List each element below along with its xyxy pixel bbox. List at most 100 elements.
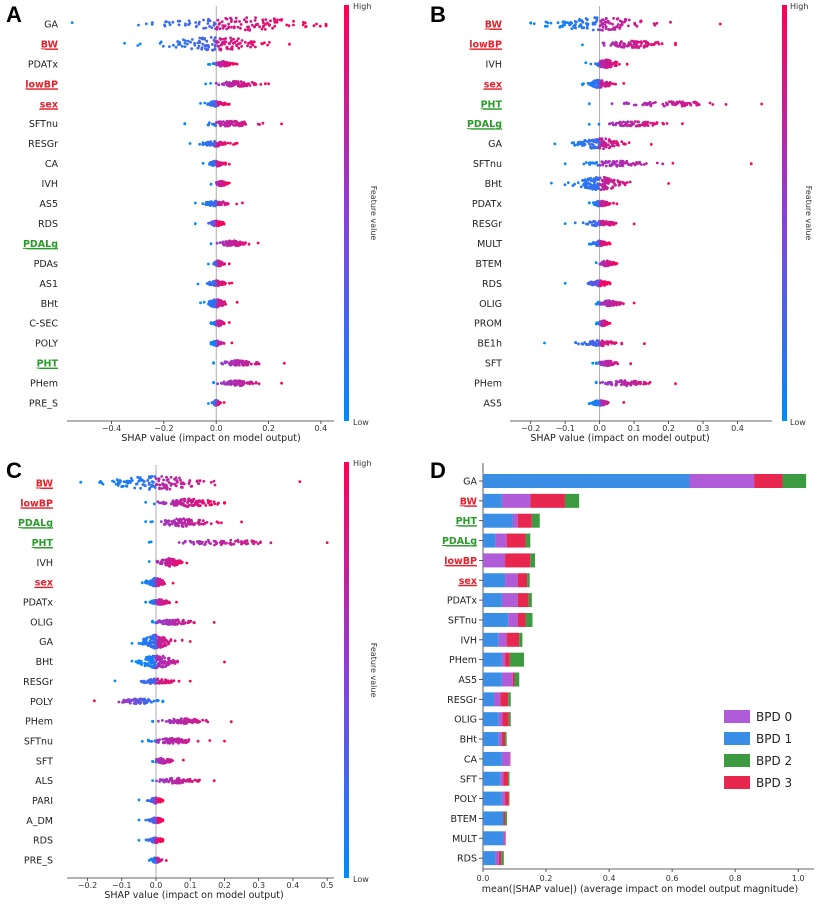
- shap-point: [584, 61, 588, 65]
- feature-label: lowBP: [25, 79, 58, 90]
- shap-point: [607, 341, 610, 345]
- shap-point: [579, 23, 583, 27]
- shap-point: [183, 504, 186, 508]
- panel-a-letter: A: [6, 2, 22, 27]
- shap-point: [233, 120, 237, 124]
- panel-c-rows: BWlowBPPDALgPHTIVHsexPDATxOLIGGABHtRESGr…: [18, 465, 329, 878]
- shap-point: [219, 37, 223, 41]
- feature-label: BHt: [36, 657, 54, 668]
- shap-point: [175, 523, 179, 527]
- shap-point: [158, 501, 162, 505]
- feature-row-bw: BW: [41, 36, 291, 52]
- shap-point: [148, 660, 152, 664]
- shap-point: [292, 19, 295, 23]
- shap-point: [243, 40, 247, 44]
- shap-point: [147, 560, 151, 563]
- shap-point: [269, 19, 272, 23]
- shap-point: [627, 42, 631, 45]
- shap-point: [210, 322, 214, 326]
- shap-point: [267, 82, 270, 86]
- shap-point: [595, 140, 598, 144]
- shap-point: [156, 638, 160, 642]
- shap-point: [604, 25, 608, 28]
- shap-point: [176, 19, 180, 23]
- shap-point: [201, 499, 205, 503]
- shap-point: [254, 45, 257, 49]
- shap-point: [198, 518, 202, 522]
- shap-point: [587, 402, 591, 406]
- shap-point: [566, 181, 570, 185]
- shap-point: [268, 23, 271, 27]
- shap-point: [643, 381, 647, 385]
- shap-point: [608, 60, 611, 64]
- shap-point: [632, 301, 636, 305]
- shap-point: [186, 39, 190, 43]
- feature-row-phem: PHem: [474, 379, 677, 390]
- shap-point: [142, 483, 145, 487]
- shap-point: [637, 120, 640, 124]
- shap-point: [247, 41, 250, 45]
- panel-b-rows: BWlowBPIVHsexPHTPDALgGASFTnuBHtPDATxRESG…: [467, 6, 764, 421]
- shap-point: [163, 741, 167, 745]
- shap-point: [151, 760, 155, 763]
- shap-point: [249, 45, 252, 49]
- shap-point: [176, 660, 180, 664]
- feature-label: GA: [488, 139, 502, 150]
- shap-point: [599, 19, 602, 23]
- feature-label: ALS: [35, 776, 53, 787]
- shap-point: [545, 24, 549, 28]
- shap-point: [117, 700, 121, 704]
- shap-point: [112, 480, 116, 484]
- feature-label: BW: [41, 39, 59, 50]
- shap-point: [173, 719, 177, 722]
- panel-a-x-label: SHAP value (impact on model output): [121, 433, 300, 444]
- shap-point: [189, 40, 192, 44]
- shap-point: [199, 301, 202, 305]
- shap-point: [217, 264, 220, 268]
- feature-label: PHem: [25, 717, 53, 728]
- shap-point: [223, 202, 227, 205]
- shap-point: [586, 282, 590, 285]
- shap-point: [594, 138, 597, 141]
- x-tick-label: −0.2: [154, 424, 173, 433]
- feature-row-bht: BHt: [41, 298, 239, 310]
- feature-label: SFTnu: [24, 736, 53, 747]
- shap-point: [213, 40, 217, 44]
- shap-point: [162, 478, 166, 482]
- feature-label: RESGr: [472, 219, 502, 230]
- shap-point: [164, 720, 168, 723]
- shap-point: [243, 28, 247, 32]
- feature-row-as5: AS5: [39, 199, 244, 210]
- shap-point: [649, 121, 652, 125]
- shap-point: [237, 46, 241, 50]
- shap-point: [180, 638, 184, 642]
- shap-point: [215, 241, 219, 245]
- shap-point: [611, 22, 615, 26]
- shap-point: [151, 654, 155, 658]
- shap-point: [217, 62, 221, 65]
- panel-b-colorbar-title: Feature value: [804, 186, 813, 241]
- feature-label: PDALg: [18, 518, 53, 529]
- x-tick-label: 0.0: [210, 424, 223, 433]
- shap-point: [223, 24, 227, 28]
- shap-point: [599, 200, 602, 204]
- feature-row-c-sec: C-SEC: [29, 319, 231, 330]
- shap-point: [196, 479, 199, 483]
- shap-point: [177, 541, 181, 544]
- shap-point: [252, 25, 256, 29]
- feature-row-sex: sex: [34, 576, 175, 589]
- shap-point: [221, 26, 225, 30]
- feature-label: IVH: [42, 179, 58, 190]
- shap-point: [175, 600, 178, 604]
- shap-point: [212, 381, 216, 384]
- shap-point: [245, 539, 249, 543]
- shap-point: [212, 343, 215, 347]
- shap-point: [315, 22, 318, 26]
- shap-point: [125, 700, 129, 703]
- shap-point: [604, 363, 607, 367]
- shap-point: [144, 600, 148, 604]
- feature-row-ga: GA: [39, 633, 192, 650]
- shap-point: [298, 480, 302, 483]
- shap-point: [610, 342, 614, 345]
- x-tick-label: 0.3: [697, 424, 710, 433]
